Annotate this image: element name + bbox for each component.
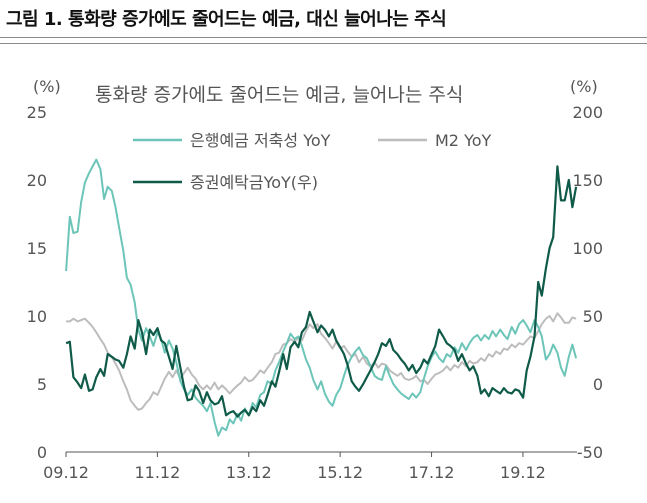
legend-label-m2: M2 YoY: [435, 131, 492, 150]
series-line-deposit: [65, 158, 578, 437]
x-tick-label: 17.12: [409, 463, 455, 482]
figure-title: 그림 1. 통화량 증가에도 줄어드는 예금, 대신 늘어나는 주식: [6, 9, 447, 30]
legend-item-m2: M2 YoY: [378, 131, 492, 150]
left-tick-label: 5: [37, 375, 47, 394]
left-tick-label: 10: [27, 307, 47, 326]
legend-item-securities: 증권예탁금YoY(우): [133, 173, 318, 192]
right-axis-unit: (%): [570, 77, 598, 96]
right-axis: -50 0 50 100 150 200: [572, 103, 603, 462]
right-tick-label: 50: [583, 307, 603, 326]
x-tick-label: 13.12: [226, 463, 272, 482]
title-rule-top: [0, 37, 647, 38]
right-tick-label: 150: [572, 171, 603, 190]
series-line-securities: [65, 165, 578, 418]
x-tick-label: 19.12: [500, 463, 546, 482]
x-tick-label: 09.12: [43, 463, 89, 482]
left-tick-label: 15: [27, 239, 47, 258]
series-layer: [65, 158, 578, 437]
right-tick-label: -50: [577, 443, 603, 462]
x-axis: 09.12 11.12 13.12 15.12 17.12 19.12: [43, 452, 546, 482]
x-tick-label: 15.12: [317, 463, 363, 482]
right-tick-label: 0: [593, 375, 603, 394]
right-tick-label: 100: [572, 239, 603, 258]
left-tick-label: 20: [27, 171, 47, 190]
series-line-m2: [66, 312, 577, 411]
title-rule-bottom: [0, 43, 647, 44]
left-tick-label: 0: [37, 443, 47, 462]
legend-label-securities: 증권예탁금YoY(우): [190, 173, 318, 192]
left-axis: 0 5 10 15 20 25: [27, 103, 47, 462]
left-tick-label: 25: [27, 103, 47, 122]
legend-label-deposit: 은행예금 저축성 YoY: [190, 131, 331, 150]
left-axis-unit: (%): [33, 77, 61, 96]
x-tick-label: 11.12: [134, 463, 180, 482]
plot-area: [65, 158, 578, 453]
legend-item-deposit: 은행예금 저축성 YoY: [133, 131, 331, 150]
legend: 은행예금 저축성 YoY M2 YoY 증권예탁금YoY(우): [133, 131, 492, 192]
chart-title: 통화량 증가에도 줄어드는 예금, 늘어나는 주식: [95, 84, 463, 106]
right-tick-label: 200: [572, 103, 603, 122]
